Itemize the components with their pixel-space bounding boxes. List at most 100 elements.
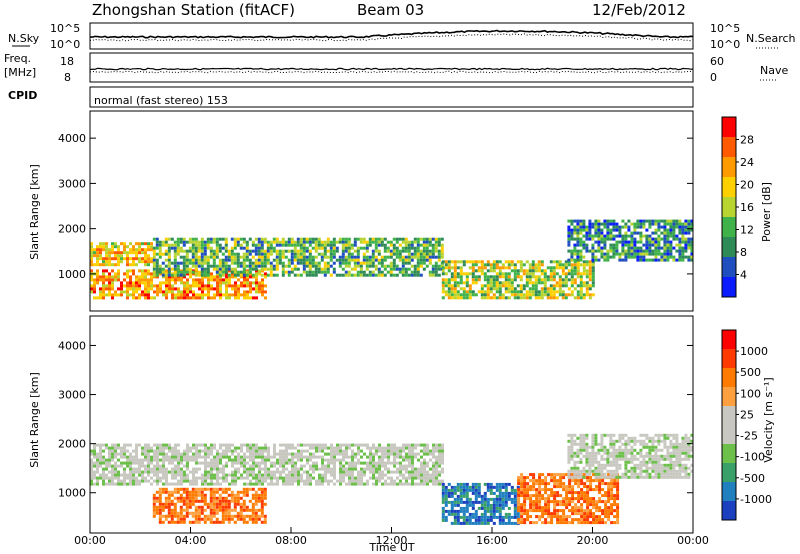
heatmap-cell (580, 509, 584, 513)
heatmap-cell (236, 258, 240, 262)
heatmap-cell (579, 252, 583, 256)
heatmap-cell (342, 452, 345, 456)
heatmap-cell (437, 258, 441, 262)
heatmap-cell (173, 496, 177, 500)
heatmap-cell (565, 506, 569, 510)
heatmap-cell (428, 261, 432, 265)
heatmap-cell (576, 436, 580, 440)
heatmap-cell (144, 284, 147, 288)
heatmap-cell (618, 234, 622, 238)
heatmap-cell (429, 452, 432, 456)
heatmap-cell (404, 261, 408, 265)
heatmap-cell (417, 452, 420, 456)
heatmap-cell (465, 272, 469, 276)
heatmap-cell (345, 482, 348, 486)
heatmap-cell (486, 521, 490, 525)
heatmap-cell (586, 515, 590, 519)
heatmap-cell (236, 252, 240, 256)
heatmap-cell (284, 270, 288, 274)
heatmap-cell (132, 287, 135, 291)
heatmap-cell (320, 267, 324, 271)
heatmap-cell (261, 284, 264, 288)
heatmap-cell (474, 278, 478, 282)
heatmap-cell (152, 505, 156, 509)
heatmap-cell (576, 266, 580, 270)
heatmap-cell (498, 296, 502, 300)
heatmap-cell (621, 258, 625, 262)
heatmap-cell (126, 254, 129, 258)
heatmap-cell (191, 499, 195, 503)
heatmap-cell (571, 473, 575, 477)
heatmap-cell (462, 263, 466, 267)
heatmap-cell (342, 458, 345, 462)
heatmap-cell (144, 248, 147, 252)
heatmap-cell (366, 479, 369, 483)
heatmap-cell (203, 487, 207, 491)
heatmap-cell (227, 514, 231, 518)
heatmap-cell (191, 502, 195, 506)
heatmap-cell (165, 467, 168, 471)
heatmap-cell (324, 458, 327, 462)
heatmap-cell (396, 446, 399, 450)
heatmap-cell (168, 482, 171, 486)
heatmap-cell (236, 514, 240, 518)
heatmap-cell (168, 449, 171, 453)
heatmap-cell (201, 296, 204, 300)
heatmap-cell (308, 258, 312, 262)
heatmap-cell (374, 237, 378, 241)
heatmap-cell (201, 284, 204, 288)
heatmap-cell (585, 272, 589, 276)
heatmap-cell (573, 469, 577, 473)
heatmap-cell (576, 263, 580, 267)
heatmap-cell (401, 273, 405, 277)
heatmap-cell (138, 443, 141, 447)
heatmap-cell (523, 488, 527, 492)
heatmap-cell (520, 506, 524, 510)
heatmap-cell (264, 461, 267, 465)
heatmap-cell (200, 487, 204, 491)
heatmap-cell (93, 248, 96, 252)
heatmap-cell (356, 255, 360, 259)
heatmap-cell (114, 242, 117, 246)
heatmap-cell (195, 449, 198, 453)
heatmap-cell (210, 275, 213, 279)
heatmap-cell (201, 293, 204, 297)
heatmap-cell (544, 512, 548, 516)
heatmap-cell (183, 287, 186, 291)
heatmap-cell (624, 234, 628, 238)
heatmap-cell (531, 269, 535, 273)
heatmap-cell (219, 290, 222, 294)
cpid-panel-frame (89, 86, 694, 108)
heatmap-cell (468, 266, 472, 270)
heatmap-cell (453, 509, 457, 513)
heatmap-cell (621, 451, 625, 455)
heatmap-cell (219, 467, 222, 471)
heatmap-cell (441, 443, 444, 447)
heatmap-cell (186, 467, 189, 471)
heatmap-cell (573, 263, 577, 267)
heatmap-cell (251, 496, 255, 500)
heatmap-cell (275, 252, 279, 256)
heatmap-cell (240, 461, 243, 465)
heatmap-cell (609, 445, 613, 449)
heatmap-cell (221, 517, 225, 521)
heatmap-cell (666, 249, 670, 253)
heatmap-cell (212, 258, 216, 262)
heatmap-cell (162, 461, 165, 465)
heatmap-cell (428, 270, 432, 274)
heatmap-cell (321, 446, 324, 450)
heatmap-cell (573, 296, 577, 300)
heatmap-cell (207, 470, 210, 474)
heatmap-cell (261, 290, 264, 294)
heatmap-cell (299, 252, 303, 256)
heatmap-cell (582, 255, 586, 259)
heatmap-cell (363, 452, 366, 456)
heatmap-cell (681, 228, 685, 232)
heatmap-cell (489, 503, 493, 507)
heatmap-cell (645, 237, 649, 241)
heatmap-cell (159, 479, 162, 483)
heatmap-cell (562, 521, 566, 525)
heatmap-cell (224, 249, 228, 253)
heatmap-cell (413, 267, 417, 271)
heatmap-cell (281, 252, 285, 256)
